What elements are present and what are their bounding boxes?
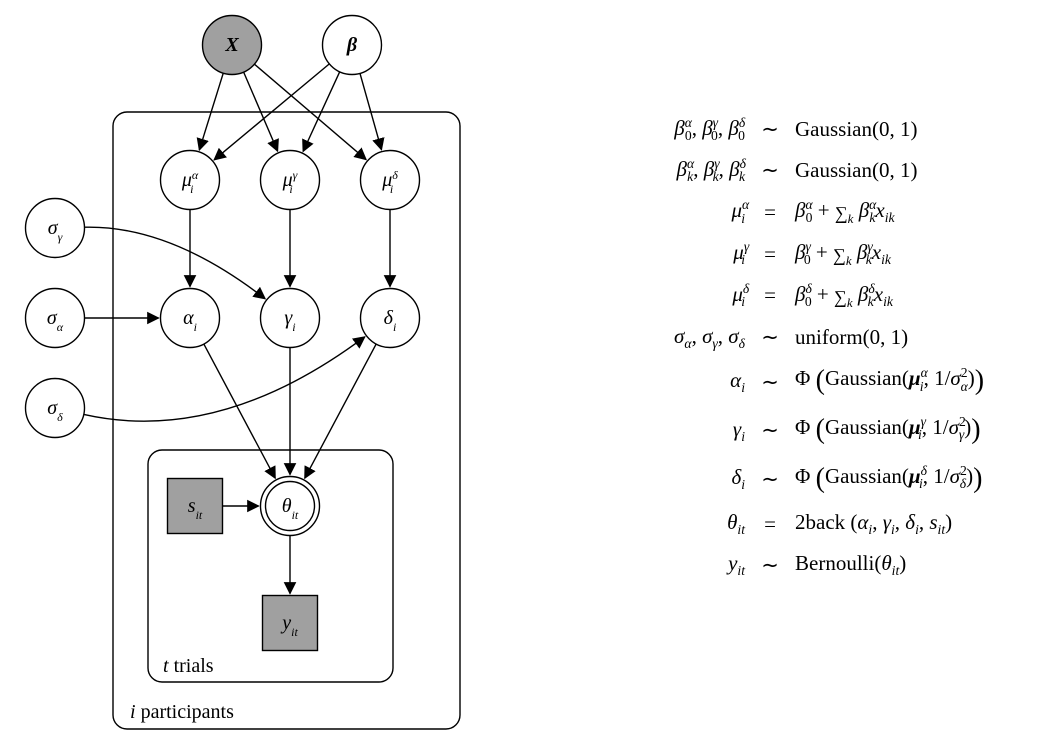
- equation-relation: =: [757, 509, 783, 539]
- plate-label-0: i participants: [130, 701, 234, 723]
- equation-relation: ∼: [757, 322, 783, 352]
- node-delta: δi: [361, 289, 420, 348]
- equation-left: σα, σγ, σδ: [580, 321, 757, 354]
- equation-relation: =: [757, 239, 783, 269]
- equation-row-2: μαi=βα0 + ∑k βαkxik: [580, 195, 1040, 229]
- node-mu_g: μγi: [261, 151, 320, 210]
- equation-right: Φ (Gaussian(μαi, 1/σ2α)): [783, 361, 984, 402]
- node-s_it: sit: [168, 479, 223, 534]
- equation-left: δi: [580, 462, 757, 495]
- equation-left: μδi: [580, 279, 757, 312]
- node-sigma_a: σα: [26, 289, 85, 348]
- plate-label-1: t trials: [163, 655, 214, 677]
- equation-left: αi: [580, 365, 757, 398]
- edge-alpha-theta: [204, 344, 275, 478]
- equation-row-3: μγi=βγ0 + ∑k βγkxik: [580, 237, 1040, 271]
- node-gamma: γi: [261, 289, 320, 348]
- node-label-X: X: [224, 34, 239, 56]
- equation-relation: =: [757, 280, 783, 310]
- equation-row-7: γi∼Φ (Gaussian(μγi, 1/σ2γ)): [580, 410, 1040, 451]
- equation-left: μγi: [580, 237, 757, 270]
- edge-sigma_d-delta: [84, 337, 365, 421]
- equation-right: βδ0 + ∑k βδkxik: [783, 279, 893, 313]
- edge-sigma_g-gamma: [84, 227, 265, 299]
- equation-left: yit: [580, 548, 757, 581]
- node-y_it: yit: [263, 596, 318, 651]
- equation-left: βα0, βγ0, βδ0: [580, 113, 757, 146]
- equation-right: 2back (αi, γi, δi, sit): [783, 507, 952, 540]
- equation-left: γi: [580, 414, 757, 447]
- equation-left: μαi: [580, 195, 757, 228]
- node-mu_a: μαi: [161, 151, 220, 210]
- equation-right: Gaussian(0, 1): [783, 114, 917, 144]
- node-X: X: [203, 16, 262, 75]
- equation-right: Bernoulli(θit): [783, 548, 906, 581]
- equation-right: βγ0 + ∑k βγkxik: [783, 237, 891, 271]
- equation-right: Φ (Gaussian(μγi, 1/σ2γ)): [783, 410, 981, 451]
- equation-relation: ∼: [757, 114, 783, 144]
- equation-right: Φ (Gaussian(μδi, 1/σ2δ)): [783, 459, 982, 500]
- node-mu_d: μδi: [361, 151, 420, 210]
- equation-relation: ∼: [757, 155, 783, 185]
- equation-right: uniform(0, 1): [783, 322, 908, 352]
- equation-row-9: θit=2back (αi, γi, δi, sit): [580, 507, 1040, 540]
- node-sigma_d: σδ: [26, 379, 85, 438]
- equation-relation: ∼: [757, 415, 783, 445]
- equation-relation: ∼: [757, 367, 783, 397]
- equation-left: βαk, βγk, βδk: [580, 154, 757, 187]
- equation-left: θit: [580, 507, 757, 540]
- edge-delta-theta: [305, 344, 376, 478]
- equation-right: βα0 + ∑k βαkxik: [783, 195, 895, 229]
- equations-block: βα0, βγ0, βδ0∼Gaussian(0, 1)βαk, βγk, βδ…: [580, 105, 1040, 589]
- node-label-beta: β: [346, 34, 358, 56]
- node-beta: β: [323, 16, 382, 75]
- equation-row-5: σα, σγ, σδ∼uniform(0, 1): [580, 321, 1040, 354]
- equation-row-0: βα0, βγ0, βδ0∼Gaussian(0, 1): [580, 113, 1040, 146]
- equation-row-10: yit∼Bernoulli(θit): [580, 548, 1040, 581]
- equation-row-8: δi∼Φ (Gaussian(μδi, 1/σ2δ)): [580, 459, 1040, 500]
- equation-row-6: αi∼Φ (Gaussian(μαi, 1/σ2α)): [580, 361, 1040, 402]
- equation-row-4: μδi=βδ0 + ∑k βδkxik: [580, 279, 1040, 313]
- node-alpha: αi: [161, 289, 220, 348]
- equation-relation: ∼: [757, 550, 783, 580]
- equation-relation: =: [757, 197, 783, 227]
- equation-row-1: βαk, βγk, βδk∼Gaussian(0, 1): [580, 154, 1040, 187]
- node-sigma_g: σγ: [26, 199, 85, 258]
- equation-relation: ∼: [757, 464, 783, 494]
- node-theta: θit: [261, 477, 320, 536]
- equation-right: Gaussian(0, 1): [783, 155, 917, 185]
